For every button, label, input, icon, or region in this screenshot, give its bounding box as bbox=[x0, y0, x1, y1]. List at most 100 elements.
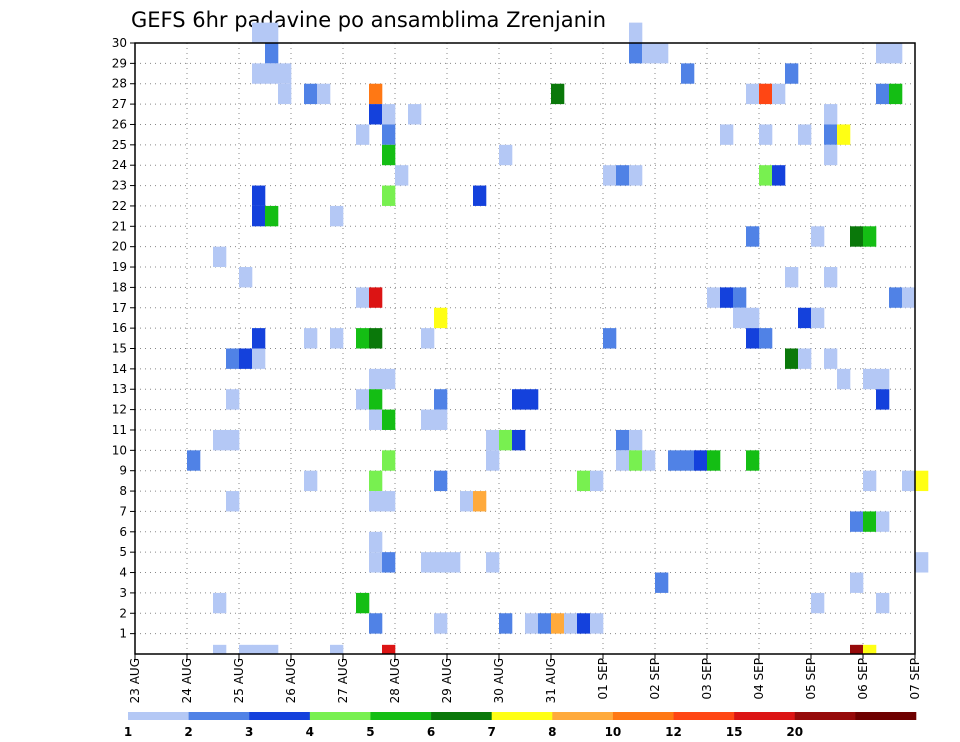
x-tick-label: 05 SEP bbox=[804, 658, 818, 700]
precip-cell bbox=[811, 307, 825, 329]
y-tick-label: 16 bbox=[112, 321, 127, 335]
precip-cell bbox=[863, 368, 877, 390]
precip-cell bbox=[798, 307, 812, 329]
legend-swatch bbox=[552, 712, 614, 720]
y-tick-label: 19 bbox=[112, 260, 127, 274]
precip-cell bbox=[824, 104, 838, 125]
precip-cell bbox=[369, 83, 383, 105]
y-tick-label: 8 bbox=[119, 484, 127, 498]
precip-cell bbox=[785, 63, 799, 84]
precip-cell bbox=[525, 389, 539, 410]
precip-cell bbox=[642, 43, 656, 64]
legend-swatch bbox=[249, 712, 311, 720]
y-tick-label: 10 bbox=[112, 443, 127, 457]
precip-cell bbox=[824, 144, 838, 166]
precip-cell bbox=[330, 205, 344, 227]
precip-cell bbox=[434, 307, 448, 329]
precip-cell bbox=[382, 104, 396, 125]
precip-cell bbox=[876, 389, 890, 410]
y-tick-label: 18 bbox=[112, 280, 127, 294]
precip-cell bbox=[421, 328, 435, 349]
precip-cell bbox=[850, 226, 864, 247]
precip-cell bbox=[265, 205, 279, 227]
y-tick-label: 23 bbox=[112, 179, 127, 193]
precip-cell bbox=[798, 124, 812, 145]
y-tick-label: 1 bbox=[119, 627, 127, 641]
precip-cell bbox=[278, 63, 292, 84]
precip-cell bbox=[356, 592, 370, 614]
precip-cell bbox=[655, 572, 669, 593]
precip-cell bbox=[746, 328, 760, 349]
precip-cell bbox=[265, 22, 279, 43]
precip-cell bbox=[304, 83, 318, 105]
x-tick-label: 24 AUG bbox=[180, 658, 194, 703]
x-tick-label: 25 AUG bbox=[232, 658, 246, 703]
y-tick-label: 15 bbox=[112, 342, 127, 356]
precip-cell bbox=[408, 104, 422, 125]
y-tick-label: 9 bbox=[119, 464, 127, 478]
y-tick-label: 11 bbox=[112, 423, 127, 437]
precip-cell bbox=[369, 104, 383, 125]
precip-cell bbox=[369, 328, 383, 349]
precip-cell bbox=[239, 644, 253, 654]
y-ticks: 1234567891011121314151617181920212223242… bbox=[112, 36, 135, 641]
legend-swatch bbox=[612, 712, 674, 720]
precip-cell bbox=[733, 307, 747, 329]
y-tick-label: 22 bbox=[112, 199, 127, 213]
y-tick-label: 25 bbox=[112, 138, 127, 152]
precip-cell bbox=[746, 450, 760, 471]
y-tick-label: 17 bbox=[112, 301, 127, 315]
precip-cell bbox=[759, 83, 773, 105]
precip-cell bbox=[369, 409, 383, 430]
precip-cell bbox=[252, 644, 266, 654]
precip-cell bbox=[473, 185, 487, 206]
precip-cell bbox=[434, 470, 448, 492]
y-tick-label: 20 bbox=[112, 240, 127, 254]
precip-cell bbox=[603, 328, 617, 349]
y-tick-label: 7 bbox=[119, 504, 127, 518]
precip-cell bbox=[356, 287, 370, 308]
y-tick-label: 5 bbox=[119, 545, 127, 559]
legend-label: 12 bbox=[665, 725, 682, 739]
precip-cell bbox=[213, 429, 227, 451]
precip-cell bbox=[239, 267, 253, 288]
precip-cell bbox=[356, 124, 370, 145]
legend-label: 20 bbox=[786, 725, 803, 739]
legend-label: 7 bbox=[488, 725, 496, 739]
precip-cell bbox=[577, 613, 591, 634]
precip-cell bbox=[252, 205, 266, 227]
precip-cell bbox=[486, 450, 500, 471]
precip-cell bbox=[837, 368, 851, 390]
y-tick-label: 24 bbox=[112, 158, 127, 172]
y-tick-label: 26 bbox=[112, 117, 127, 131]
precip-cell bbox=[525, 613, 539, 634]
x-tick-label: 23 AUG bbox=[128, 658, 142, 703]
x-tick-label: 27 AUG bbox=[336, 658, 350, 703]
precip-cell bbox=[889, 43, 903, 64]
legend-label: 2 bbox=[184, 725, 192, 739]
precip-cell bbox=[603, 165, 617, 186]
legend-label: 3 bbox=[245, 725, 253, 739]
x-tick-label: 26 AUG bbox=[284, 658, 298, 703]
precip-cell bbox=[226, 429, 240, 451]
precip-cell bbox=[369, 552, 383, 573]
y-tick-label: 21 bbox=[112, 219, 127, 233]
legend-swatch bbox=[673, 712, 735, 720]
precip-cell bbox=[616, 450, 630, 471]
precip-cell bbox=[772, 83, 786, 105]
precip-cell bbox=[720, 124, 734, 145]
precip-cell bbox=[746, 83, 760, 105]
precip-cell bbox=[486, 552, 500, 573]
x-tick-label: 02 SEP bbox=[648, 658, 662, 700]
precip-cell bbox=[447, 552, 461, 573]
precip-cell bbox=[590, 470, 604, 492]
precip-cell bbox=[330, 644, 344, 654]
precip-cell bbox=[265, 63, 279, 84]
precip-cell bbox=[551, 613, 565, 634]
precip-cell bbox=[915, 470, 929, 492]
precip-cell bbox=[759, 124, 773, 145]
legend-swatch bbox=[431, 712, 492, 720]
precip-cell bbox=[369, 389, 383, 410]
precip-cell bbox=[187, 450, 201, 471]
precip-cell bbox=[590, 613, 604, 634]
